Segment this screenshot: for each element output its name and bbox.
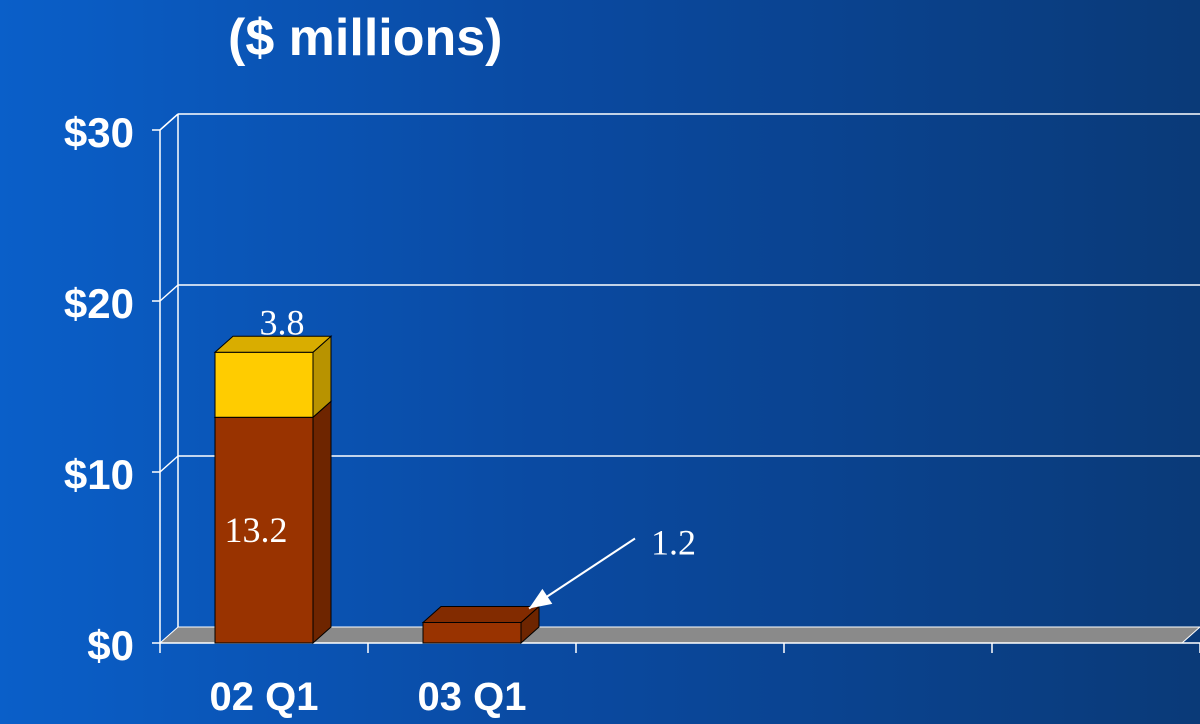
bar-front xyxy=(422,621,522,644)
bar-side xyxy=(312,400,332,645)
data-label: 1.2 xyxy=(651,522,696,562)
x-tick-label: 02 Q1 xyxy=(210,675,319,719)
gridline-side xyxy=(159,284,179,302)
callout-arrow-head xyxy=(529,588,553,609)
x-tick-label: 03 Q1 xyxy=(418,675,527,719)
chart-subtitle: ($ millions) xyxy=(228,9,503,67)
bar-front xyxy=(214,416,314,644)
bar-front xyxy=(214,351,314,418)
data-label: 13.2 xyxy=(225,510,288,550)
y-tick-label: $10 xyxy=(64,451,134,498)
data-label: 3.8 xyxy=(260,302,305,342)
gridline-side xyxy=(159,455,179,473)
y-tick-label: $20 xyxy=(64,280,134,327)
y-tick-label: $0 xyxy=(87,622,134,669)
bar-top xyxy=(421,605,541,623)
bar-top xyxy=(213,335,333,353)
y-tick-label: $30 xyxy=(64,109,134,156)
y-axis-top xyxy=(159,113,179,131)
